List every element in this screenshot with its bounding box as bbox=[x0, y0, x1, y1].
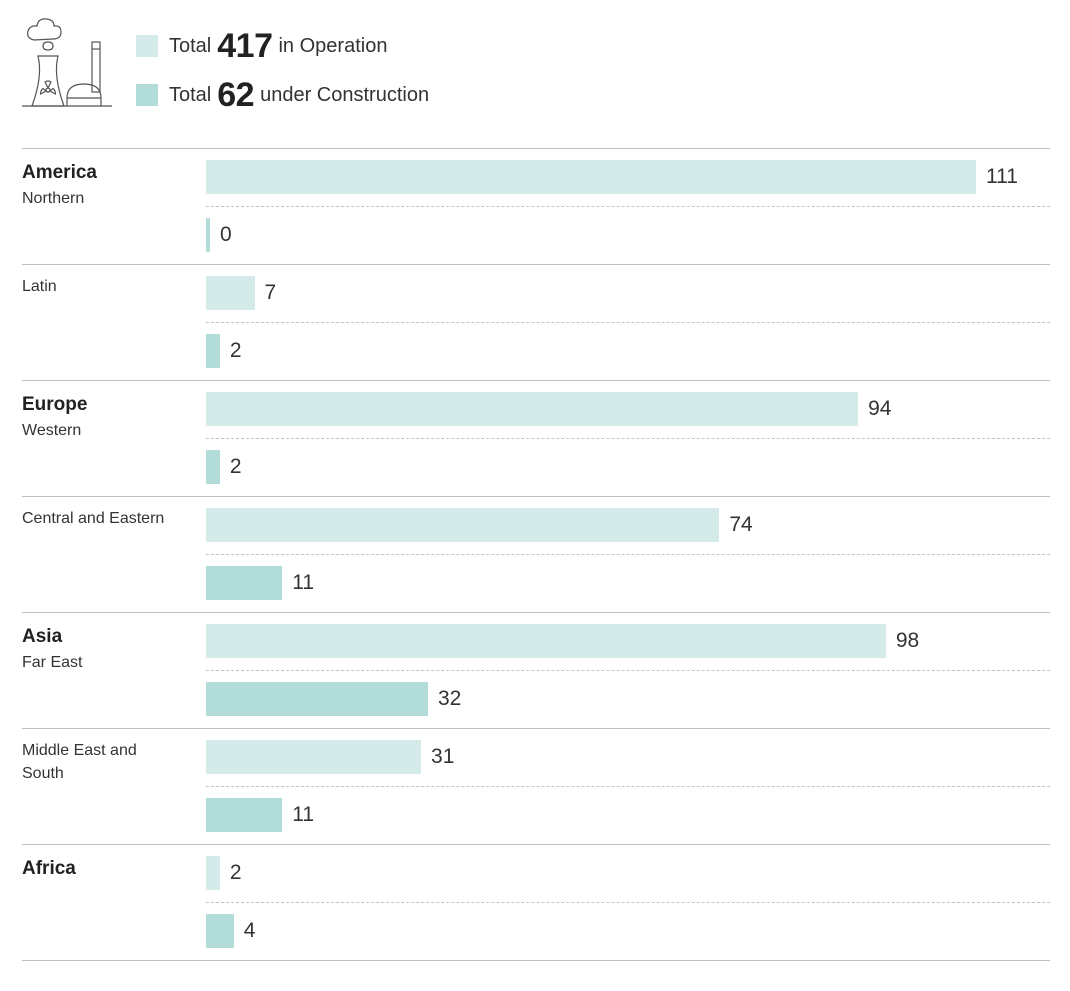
region-label: Asia bbox=[22, 626, 63, 647]
legend-construction-count: 62 bbox=[217, 75, 255, 114]
subregion-label: Northern bbox=[22, 190, 85, 207]
subregion-label: Middle East and South bbox=[22, 742, 137, 782]
construction-value-label: 4 bbox=[243, 919, 256, 942]
separator-line bbox=[22, 496, 1050, 497]
region-label: Africa bbox=[22, 858, 76, 879]
subregion-label: Central and Eastern bbox=[22, 510, 165, 527]
operation-value-label: 31 bbox=[431, 745, 455, 768]
construction-value-label: 11 bbox=[292, 803, 315, 826]
construction-value-label: 2 bbox=[229, 455, 242, 478]
operation-bar bbox=[206, 276, 255, 310]
operation-value-label: 98 bbox=[895, 629, 920, 652]
separator-line bbox=[22, 612, 1050, 613]
construction-value-label: 32 bbox=[437, 687, 462, 710]
operation-value-label: 2 bbox=[229, 861, 242, 884]
operation-bar bbox=[206, 160, 976, 194]
operation-value-label: 7 bbox=[264, 281, 277, 304]
operation-bar bbox=[206, 624, 886, 658]
dashed-separator bbox=[206, 322, 1050, 323]
operation-value-label: 111 bbox=[986, 165, 1018, 188]
construction-value-label: 0 bbox=[220, 223, 232, 246]
legend-operation-suffix: in Operation bbox=[278, 34, 388, 57]
construction-bar bbox=[206, 566, 283, 600]
subregion-label: Far East bbox=[22, 654, 83, 671]
construction-bar bbox=[206, 334, 220, 368]
construction-value-label: 11 bbox=[292, 571, 315, 594]
dashed-separator bbox=[206, 554, 1050, 555]
separator-line bbox=[22, 264, 1050, 265]
dashed-separator bbox=[206, 206, 1050, 207]
dashed-separator bbox=[206, 902, 1050, 903]
operation-value-label: 94 bbox=[868, 397, 892, 420]
region-label: Europe bbox=[22, 394, 88, 415]
legend-construction-suffix: under Construction bbox=[260, 83, 430, 106]
legend-construction-prefix: Total bbox=[169, 83, 212, 106]
operation-bar bbox=[206, 740, 422, 774]
separator-line bbox=[22, 728, 1050, 729]
construction-bar bbox=[206, 682, 428, 716]
separator-line bbox=[22, 148, 1050, 149]
region-label: America bbox=[22, 162, 97, 183]
construction-bar bbox=[206, 218, 210, 252]
legend-operation-count: 417 bbox=[217, 26, 273, 65]
dashed-separator bbox=[206, 670, 1050, 671]
subregion-label: Western bbox=[22, 422, 82, 439]
construction-bar bbox=[206, 450, 220, 484]
nuclear-power-plant-icon bbox=[22, 18, 112, 107]
construction-value-label: 2 bbox=[229, 339, 242, 362]
operation-bar bbox=[206, 856, 220, 890]
legend-construction: Total 62 under Construction bbox=[136, 75, 429, 115]
construction-bar bbox=[206, 798, 283, 832]
legend-operation-swatch bbox=[136, 35, 158, 57]
separator-line bbox=[22, 844, 1050, 845]
dashed-separator bbox=[206, 786, 1050, 787]
subregion-label: Latin bbox=[22, 278, 57, 295]
construction-bar bbox=[206, 914, 234, 948]
dashed-separator bbox=[206, 438, 1050, 439]
legend-operation: Total 417 in Operation bbox=[136, 26, 387, 66]
legend-construction-swatch bbox=[136, 84, 158, 106]
operation-bar bbox=[206, 508, 720, 542]
legend-operation-prefix: Total bbox=[169, 34, 212, 57]
separator-line bbox=[22, 960, 1050, 961]
separator-line bbox=[22, 380, 1050, 381]
operation-value-label: 74 bbox=[729, 513, 753, 536]
operation-bar bbox=[206, 392, 859, 426]
